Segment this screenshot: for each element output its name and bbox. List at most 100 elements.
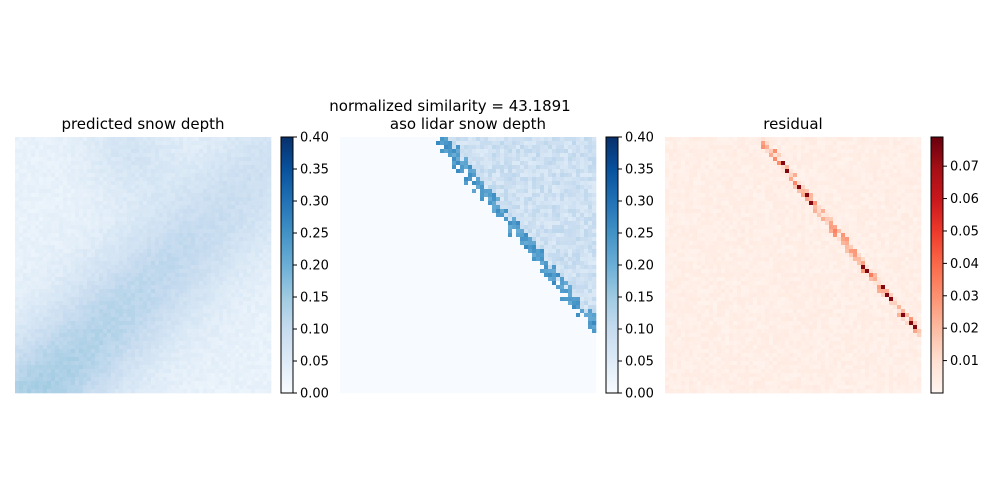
- heatmap-cell: [227, 293, 232, 298]
- heatmap-cell: [127, 273, 132, 278]
- heatmap-cell: [532, 145, 537, 150]
- heatmap-cell: [424, 145, 429, 150]
- heatmap-cell: [55, 241, 60, 246]
- heatmap-cell: [203, 229, 208, 234]
- heatmap-cell: [91, 285, 96, 290]
- heatmap-cell: [251, 269, 256, 274]
- heatmap-cell: [456, 157, 461, 162]
- heatmap-cell: [428, 153, 433, 158]
- heatmap-cell: [580, 153, 585, 158]
- heatmap-cell: [139, 141, 144, 146]
- heatmap-cell: [175, 313, 180, 318]
- heatmap-cell: [151, 257, 156, 262]
- heatmap-cell: [219, 373, 224, 378]
- heatmap-cell: [91, 357, 96, 362]
- heatmap-cell: [199, 317, 204, 322]
- heatmap-cell: [167, 241, 172, 246]
- heatmap-cell: [588, 153, 593, 158]
- heatmap-cell: [51, 213, 56, 218]
- heatmap-cell: [115, 165, 120, 170]
- heatmap-cell: [51, 293, 56, 298]
- heatmap-cell: [516, 153, 521, 158]
- heatmap-cell: [552, 141, 557, 146]
- heatmap-cell: [123, 249, 128, 254]
- heatmap-cell: [243, 185, 248, 190]
- heatmap-cell: [91, 157, 96, 162]
- heatmap-cell: [235, 369, 240, 374]
- heatmap-cell: [207, 297, 212, 302]
- heatmap-cell: [392, 157, 397, 162]
- heatmap-cell: [15, 333, 20, 338]
- heatmap-cell: [263, 161, 268, 166]
- heatmap-cell: [127, 369, 132, 374]
- heatmap-cell: [223, 221, 228, 226]
- heatmap-cell: [55, 289, 60, 294]
- heatmap-cell: [75, 281, 80, 286]
- heatmap-cell: [155, 181, 160, 186]
- heatmap-cell: [191, 305, 196, 310]
- heatmap-cell: [211, 277, 216, 282]
- heatmap-cell: [95, 145, 100, 150]
- heatmap-cell: [95, 197, 100, 202]
- heatmap-cell: [67, 281, 72, 286]
- heatmap-cell: [456, 189, 461, 194]
- heatmap-cell: [47, 281, 52, 286]
- heatmap-cell: [215, 289, 220, 294]
- heatmap-cell: [39, 141, 44, 146]
- heatmap-cell: [147, 233, 152, 238]
- heatmap-cell: [171, 193, 176, 198]
- heatmap-cell: [243, 389, 248, 394]
- heatmap-cell: [15, 321, 20, 326]
- heatmap-cell: [35, 385, 40, 390]
- heatmap-cell: [227, 253, 232, 258]
- heatmap-cell: [59, 193, 64, 198]
- heatmap-cell: [532, 185, 537, 190]
- heatmap-cell: [171, 169, 176, 174]
- colorbar-tick-label: 0.35: [300, 163, 329, 178]
- heatmap-cell: [199, 249, 204, 254]
- heatmap-cell: [195, 281, 200, 286]
- heatmap-cell: [55, 265, 60, 270]
- heatmap-cell: [512, 169, 517, 174]
- heatmap-cell: [560, 161, 565, 166]
- heatmap-cell: [263, 341, 268, 346]
- heatmap-cell: [235, 385, 240, 390]
- heatmap-cell: [508, 177, 513, 182]
- heatmap-cell: [251, 317, 256, 322]
- heatmap-cell: [55, 277, 60, 282]
- heatmap-cell: [243, 377, 248, 382]
- heatmap-cell: [203, 189, 208, 194]
- heatmap-cell: [207, 233, 212, 238]
- heatmap-cell: [67, 285, 72, 290]
- heatmap-cell: [111, 257, 116, 262]
- heatmap-cell: [27, 325, 32, 330]
- heatmap-cell: [255, 153, 260, 158]
- heatmap-cell: [352, 137, 357, 142]
- heatmap-cell: [135, 245, 140, 250]
- heatmap-cell: [412, 169, 417, 174]
- heatmap-cell: [203, 213, 208, 218]
- heatmap-cell: [119, 181, 124, 186]
- heatmap-cell: [123, 321, 128, 326]
- heatmap-cell: [488, 173, 493, 178]
- heatmap-cell: [267, 309, 272, 314]
- heatmap-cell: [139, 365, 144, 370]
- heatmap-cell: [15, 369, 20, 374]
- heatmap-cell: [147, 165, 152, 170]
- heatmap-cell: [95, 365, 100, 370]
- heatmap-cell: [251, 149, 256, 154]
- heatmap-cell: [35, 237, 40, 242]
- heatmap-cell: [524, 157, 529, 162]
- heatmap-cell: [251, 277, 256, 282]
- heatmap-cell: [15, 381, 20, 386]
- heatmap-cell: [476, 137, 481, 142]
- heatmap-cell: [75, 257, 80, 262]
- heatmap-cell: [91, 349, 96, 354]
- heatmap-cell: [163, 321, 168, 326]
- heatmap-cell: [15, 141, 20, 146]
- heatmap-cell: [243, 325, 248, 330]
- heatmap-cell: [163, 353, 168, 358]
- heatmap-cell: [235, 213, 240, 218]
- heatmap-cell: [191, 137, 196, 142]
- heatmap-cell: [15, 245, 20, 250]
